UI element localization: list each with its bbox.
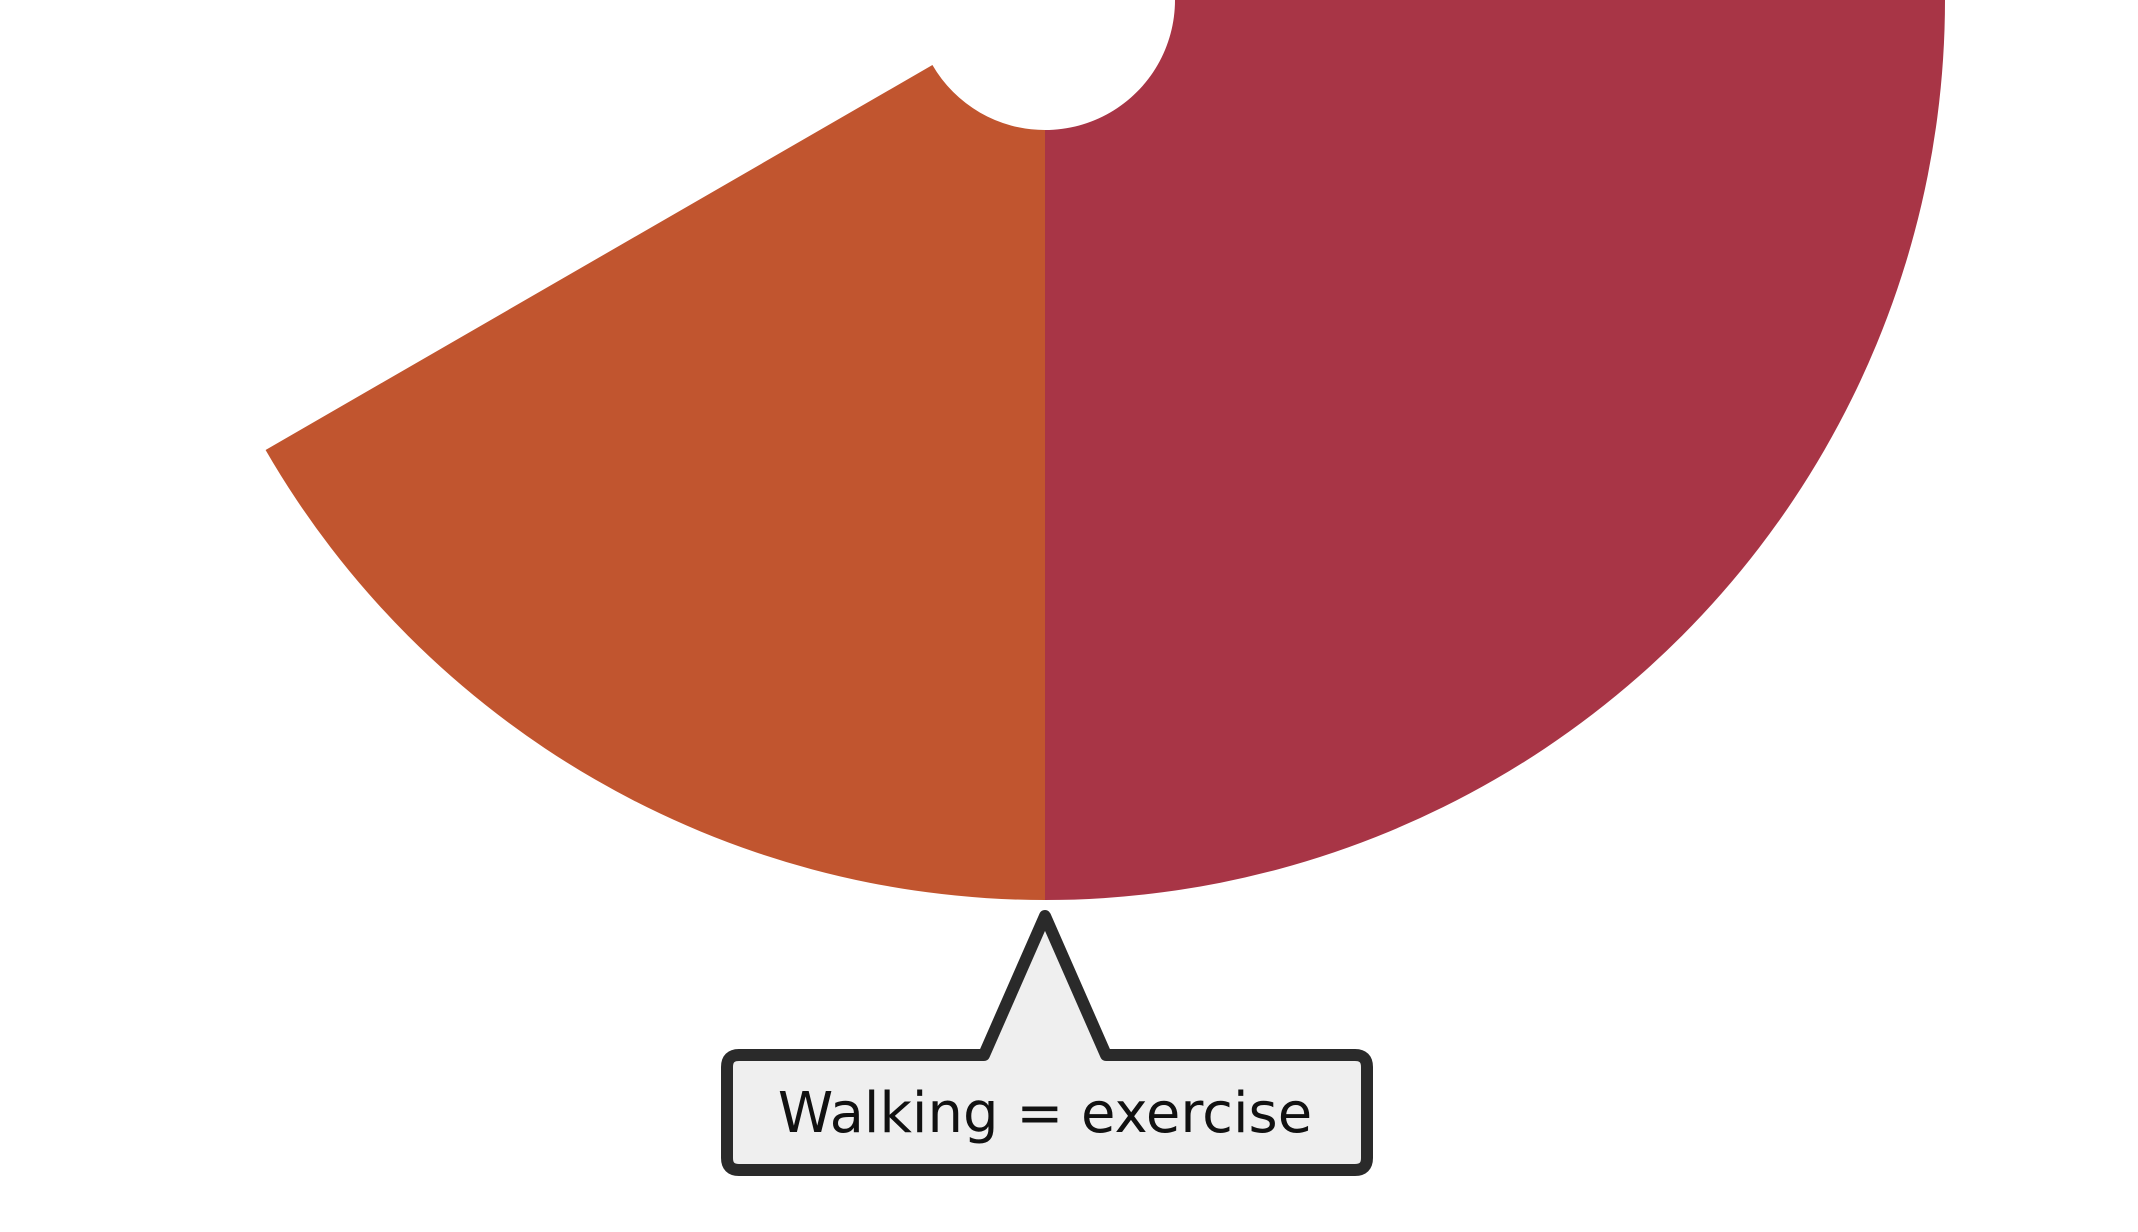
- callout-box: [721, 910, 1373, 1176]
- callout-balloon: Walking = exercise: [721, 910, 1373, 1176]
- donut-slice-1: [265, 65, 1046, 900]
- callout-label: Walking = exercise: [778, 1081, 1312, 1146]
- donut-slice-2: [1045, 0, 1945, 900]
- donut-slices: [265, 0, 1945, 900]
